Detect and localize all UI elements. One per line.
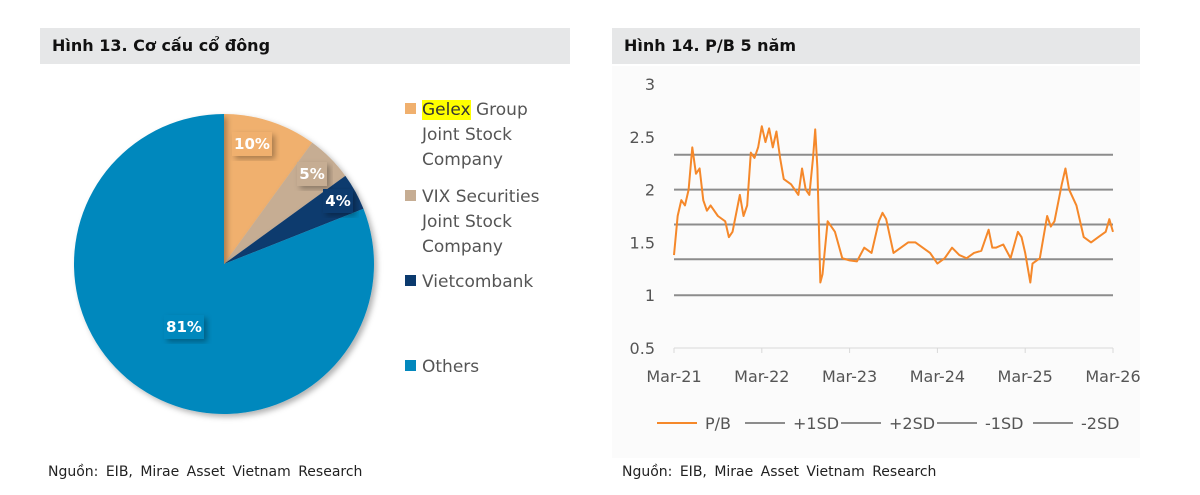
data-label-box [232,132,272,156]
legend-swatch [405,190,416,201]
legend-label-line: Joint Stock [422,125,513,145]
data-label-box [297,162,327,186]
x-tick-label: Mar-22 [734,367,789,386]
legend-item: Others [405,355,479,380]
y-tick-label: 1.5 [630,233,655,252]
legend-swatch [405,275,416,286]
y-tick-label: 3 [645,75,655,94]
legend-label: Vietcombank [422,272,534,292]
legend-item: VIX Securities Joint Stock Company [405,185,539,260]
legend-label: VIX Securities [422,187,540,207]
data-label: 5% [299,165,324,183]
legend-label: Group [470,100,528,120]
legend-highlight: Gelex [422,100,471,120]
x-tick-label: Mar-24 [910,367,965,386]
data-label-box [323,189,353,213]
plot-background [612,66,1140,458]
x-tick-label: Mar-25 [998,367,1053,386]
data-label: 10% [234,135,270,153]
x-tick-label: Mar-26 [1085,367,1140,386]
y-tick-label: 0.5 [630,339,655,358]
left-source: Nguồn: EIB, Mirae Asset Vietnam Research [48,464,363,480]
pb-line-chart: 0.5 1 1.5 2 2.5 3 Mar-21 Mar-22 Mar-23 Mar-24 Mar-… [612,66,1141,458]
left-chart-title: Hình 13. Cơ cấu cổ đông [40,28,570,64]
legend-label: +2SD [889,414,935,433]
legend-label: +1SD [793,414,839,433]
legend-label-line: Company [422,150,503,170]
right-chart-title: Hình 14. P/B 5 năm [612,28,1140,64]
y-tick-label: 2 [645,181,655,200]
data-label: 4% [325,192,350,210]
right-source: Nguồn: EIB, Mirae Asset Vietnam Research [622,464,937,480]
legend-label: P/B [705,414,731,433]
legend-item: Vietcombank [405,270,533,295]
legend-label: -1SD [985,414,1023,433]
pie-slice [73,114,375,415]
y-tick-label: 1 [645,286,655,305]
data-label: 81% [166,318,202,336]
pb-line [673,125,1114,284]
y-tick-label: 2.5 [630,128,655,147]
legend-swatch [405,360,416,371]
legend-swatch [405,103,416,114]
pie-chart: 10% 5%4% 81% [73,114,375,415]
legend-label: Others [422,357,480,377]
legend-label: -2SD [1081,414,1119,433]
legend-item: Gelex Group Joint Stock Company [405,98,528,173]
legend-label-line: Company [422,237,503,257]
x-tick-label: Mar-21 [646,367,701,386]
data-label-box [164,315,204,339]
legend-label-line: Joint Stock [422,212,513,232]
x-tick-label: Mar-23 [822,367,877,386]
